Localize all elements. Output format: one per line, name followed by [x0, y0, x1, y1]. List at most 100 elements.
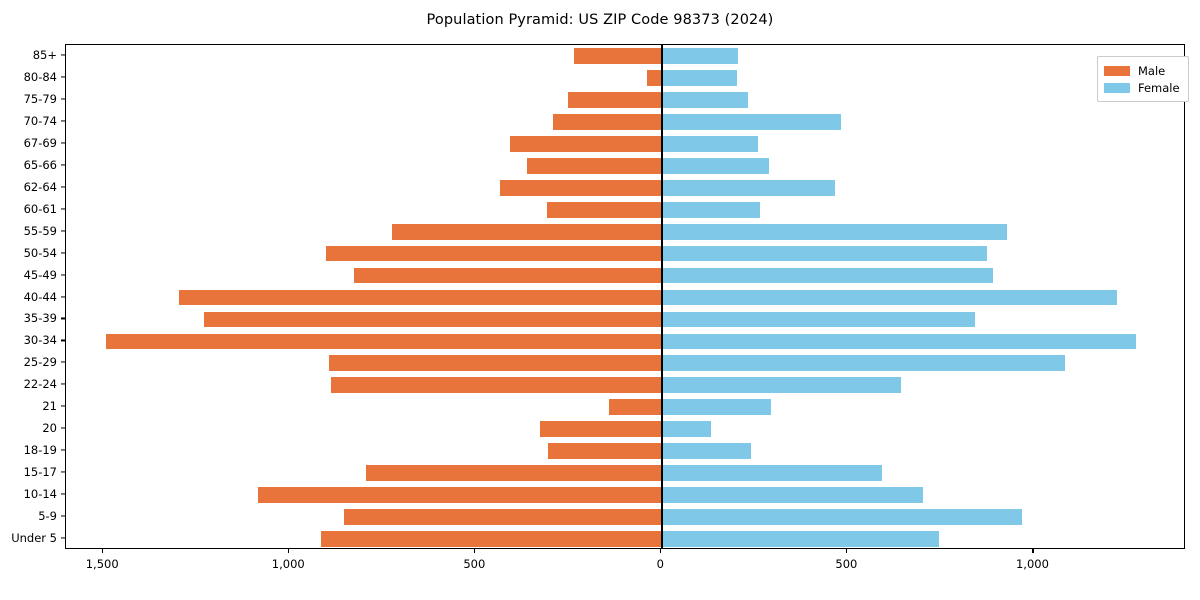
y-tick-mark	[61, 493, 65, 495]
y-tick-label: 30-34	[23, 333, 57, 348]
bar-female-25-29[interactable]	[661, 355, 1066, 372]
bar-male-70-74[interactable]	[553, 113, 662, 130]
bar-row	[66, 421, 1184, 438]
bar-female-55-59[interactable]	[661, 223, 1008, 240]
bar-male-25-29[interactable]	[329, 355, 662, 372]
bar-row	[66, 267, 1184, 284]
bar-row	[66, 48, 1184, 64]
bar-female-15-17[interactable]	[661, 465, 882, 482]
y-tick-label: 45-49	[23, 267, 57, 282]
bar-female-45-49[interactable]	[661, 267, 993, 284]
bar-male-40-44[interactable]	[178, 289, 662, 306]
bar-male-21[interactable]	[608, 399, 662, 416]
bar-row	[66, 70, 1184, 86]
bar-male-30-34[interactable]	[106, 333, 662, 350]
bar-row	[66, 399, 1184, 416]
x-tick-label: 0	[656, 557, 665, 571]
bar-male-15-17[interactable]	[365, 465, 662, 482]
y-tick-label: 85+	[32, 47, 57, 62]
bar-row	[66, 311, 1184, 328]
bar-female-50-54[interactable]	[661, 245, 987, 262]
bar-male-18-19[interactable]	[548, 443, 662, 460]
bar-male-65-66[interactable]	[527, 157, 662, 174]
chart-legend: Male Female	[1097, 56, 1189, 102]
bar-male-75-79[interactable]	[567, 91, 662, 108]
y-tick-label: 25-29	[23, 355, 57, 370]
y-tick-label: 40-44	[23, 289, 57, 304]
legend-item-female[interactable]: Female	[1104, 79, 1180, 96]
bar-male-55-59[interactable]	[391, 223, 662, 240]
bar-row	[66, 113, 1184, 130]
bar-male-60-61[interactable]	[547, 201, 662, 218]
bar-female-10-14[interactable]	[661, 487, 923, 503]
y-tick-mark	[61, 76, 65, 78]
bar-male-45-49[interactable]	[354, 267, 662, 284]
x-tick-mark	[102, 549, 104, 553]
x-tick-mark	[660, 549, 662, 553]
bar-row	[66, 443, 1184, 460]
bar-male-67-69[interactable]	[509, 135, 662, 152]
y-tick-mark	[61, 54, 65, 56]
zero-axis-line	[661, 45, 663, 548]
x-tick-label: 1,000	[271, 557, 305, 571]
bar-male-85-[interactable]	[573, 48, 662, 64]
y-tick-label: 18-19	[23, 443, 57, 458]
y-tick-label: Under 5	[11, 531, 57, 546]
bar-female-67-69[interactable]	[661, 135, 759, 152]
bar-female-70-74[interactable]	[661, 113, 842, 130]
x-tick-mark	[846, 549, 848, 553]
bar-female-20[interactable]	[661, 421, 711, 438]
y-tick-mark	[61, 537, 65, 539]
y-tick-label: 20	[42, 421, 57, 436]
x-tick-label: 1,500	[85, 557, 119, 571]
bar-female-75-79[interactable]	[661, 91, 749, 108]
bar-female-18-19[interactable]	[661, 443, 752, 460]
y-tick-label: 22-24	[23, 377, 57, 392]
bar-female-62-64[interactable]	[661, 179, 836, 196]
bar-male-10-14[interactable]	[258, 487, 662, 503]
x-tick-label: 500	[463, 557, 486, 571]
x-axis: 1,500 1,000 500 0 500 1,000	[65, 549, 1185, 589]
y-tick-label: 55-59	[23, 223, 57, 238]
bar-female-65-66[interactable]	[661, 157, 770, 174]
y-tick-mark	[61, 142, 65, 144]
y-tick-mark	[61, 405, 65, 407]
bar-male-50-54[interactable]	[326, 245, 662, 262]
legend-item-male[interactable]: Male	[1104, 62, 1180, 79]
bar-row	[66, 179, 1184, 196]
y-tick-label: 80-84	[23, 69, 57, 84]
x-tick-label: 1,000	[1015, 557, 1049, 571]
bar-female-80-84[interactable]	[661, 70, 737, 86]
bar-male-20[interactable]	[540, 421, 662, 438]
bar-male-80-84[interactable]	[647, 70, 662, 86]
bar-male-under-5[interactable]	[321, 531, 662, 547]
bar-female-21[interactable]	[661, 399, 772, 416]
y-tick-label: 35-39	[23, 311, 57, 326]
x-tick-mark	[1032, 549, 1034, 553]
x-tick-mark	[288, 549, 290, 553]
bar-male-22-24[interactable]	[331, 377, 662, 394]
bar-row	[66, 245, 1184, 262]
bar-row	[66, 289, 1184, 306]
bar-row	[66, 377, 1184, 394]
bar-female-40-44[interactable]	[661, 289, 1117, 306]
bar-female-5-9[interactable]	[661, 509, 1022, 525]
bar-row	[66, 157, 1184, 174]
y-tick-label: 50-54	[23, 245, 57, 260]
bar-male-35-39[interactable]	[204, 311, 662, 328]
bar-female-22-24[interactable]	[661, 377, 901, 394]
bar-female-60-61[interactable]	[661, 201, 761, 218]
y-tick-label: 21	[42, 399, 57, 414]
y-tick-label: 10-14	[23, 487, 57, 502]
bar-female-35-39[interactable]	[661, 311, 976, 328]
bar-male-5-9[interactable]	[343, 509, 662, 525]
bar-female-under-5[interactable]	[661, 531, 939, 547]
y-tick-mark	[61, 252, 65, 254]
bar-female-85-[interactable]	[661, 48, 738, 64]
y-tick-mark	[61, 230, 65, 232]
bar-male-62-64[interactable]	[499, 179, 662, 196]
y-tick-mark	[61, 361, 65, 363]
x-tick-label: 500	[835, 557, 858, 571]
bar-female-30-34[interactable]	[661, 333, 1136, 350]
